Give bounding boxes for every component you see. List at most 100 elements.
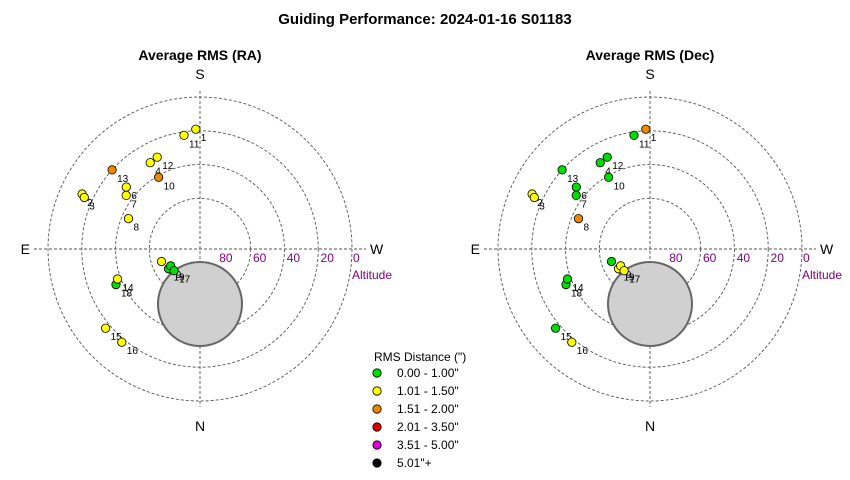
altitude-tick-label: 40: [287, 251, 301, 265]
legend-item-label: 5.01"+: [397, 456, 432, 470]
data-point: [619, 266, 629, 276]
data-point: [603, 172, 614, 182]
polar-panels: Average RMS (RA)SNE W80 60 40 20 0Altitude111…: [21, 47, 843, 434]
altitude-tick-label: 0: [803, 251, 810, 265]
zenith-obstruction-disk: [607, 261, 693, 347]
data-point: [152, 152, 162, 162]
data-point-label: 18: [121, 289, 133, 300]
data-point-label: 12: [612, 161, 624, 172]
data-point-label: 10: [614, 181, 626, 192]
data-point: [571, 190, 581, 200]
data-point-label: 3: [89, 202, 95, 213]
compass-north: N: [645, 418, 655, 434]
data-point: [117, 337, 127, 347]
data-point: [567, 337, 577, 347]
data-point-label: 8: [134, 223, 140, 234]
altitude-tick-label: 20: [321, 251, 335, 265]
data-point: [179, 130, 189, 140]
altitude-tick-label: 40: [737, 251, 751, 265]
compass-west: W: [370, 241, 384, 257]
data-point: [156, 256, 167, 267]
chart-title: Guiding Performance: 2024-01-16 S01183: [278, 11, 571, 28]
legend-swatch: [372, 440, 382, 450]
altitude-tick-label: 60: [703, 251, 717, 265]
data-point: [79, 192, 89, 203]
altitude-tick-label: 80: [669, 251, 683, 265]
altitude-tick-label: 80: [219, 251, 233, 265]
data-point-label: 13: [117, 174, 129, 185]
legend-item-label: 3.51 - 5.00": [397, 438, 459, 452]
legend-swatch: [372, 386, 382, 396]
data-point-label: 4: [155, 167, 161, 178]
data-point-label: 12: [162, 161, 174, 172]
data-point-label: 11: [639, 139, 650, 150]
legend-swatch: [372, 458, 382, 468]
data-point-label: 14: [573, 283, 585, 294]
data-point-label: 6: [131, 191, 137, 202]
data-point-label: 2: [87, 198, 93, 209]
data-point-label: 13: [567, 174, 579, 185]
data-point-label: 14: [123, 283, 135, 294]
panel-title: Average RMS (RA): [138, 47, 261, 63]
data-point-label: 3: [539, 202, 545, 213]
data-point: [121, 182, 131, 192]
data-point: [529, 192, 539, 203]
data-point-label: 6: [581, 191, 587, 202]
data-point-label: 19: [174, 273, 186, 284]
altitude-tick-label: 20: [771, 251, 785, 265]
data-point-label: 19: [624, 273, 636, 284]
compass-west: W: [820, 241, 834, 257]
legend-swatch: [372, 368, 382, 378]
panel-title: Average RMS (Dec): [586, 47, 715, 63]
polar-panel-ra: Average RMS (RA)SNE W80 60 40 20 0Altitude111…: [21, 47, 393, 434]
data-point: [123, 214, 134, 224]
data-point: [101, 323, 111, 333]
data-point-label: 17: [629, 275, 641, 286]
altitude-axis-label: Altitude: [352, 268, 392, 282]
compass-south: S: [195, 66, 204, 82]
data-point: [154, 172, 164, 182]
legend-item-label: 1.51 - 2.00": [397, 402, 459, 416]
data-point: [571, 182, 581, 192]
legend-item-label: 0.00 - 1.00": [397, 366, 459, 380]
data-point: [562, 274, 573, 284]
data-point-label: 9: [626, 270, 632, 281]
legend-item-label: 1.01 - 1.50": [397, 384, 459, 398]
altitude-tick-label: 0: [353, 251, 360, 265]
compass-east: E: [471, 241, 480, 257]
data-point: [557, 165, 567, 175]
legend-item-label: 2.01 - 3.50": [397, 420, 459, 434]
data-point: [112, 274, 123, 284]
zenith-obstruction-disk: [157, 261, 243, 347]
altitude-tick-label: 60: [253, 251, 267, 265]
data-point-label: 7: [131, 199, 137, 210]
data-point: [641, 124, 651, 134]
polar-panel-dec: Average RMS (Dec)SNE W80 60 40 20 0Altitude11…: [471, 47, 843, 434]
compass-north: N: [195, 418, 205, 434]
data-point: [169, 266, 179, 276]
data-point: [145, 158, 155, 168]
data-point-label: 7: [581, 199, 587, 210]
data-point: [550, 323, 561, 333]
compass-south: S: [645, 66, 654, 82]
data-point-label: 11: [189, 139, 200, 150]
data-point: [107, 165, 117, 175]
data-point-label: 17: [179, 275, 191, 286]
compass-east: E: [21, 241, 30, 257]
data-point-label: 8: [584, 223, 590, 234]
data-point: [191, 124, 201, 134]
data-point-label: 1: [201, 133, 207, 144]
data-point-label: 9: [176, 270, 182, 281]
data-point-label: 4: [605, 167, 611, 178]
data-point: [121, 190, 131, 200]
data-point: [629, 130, 639, 140]
data-point-label: 1: [651, 133, 657, 144]
data-point-label: 16: [127, 346, 139, 357]
data-point: [573, 214, 584, 224]
data-point: [602, 152, 612, 162]
data-point: [606, 256, 617, 267]
data-point-label: 10: [164, 181, 176, 192]
data-point-label: 15: [561, 332, 573, 343]
legend-swatch: [372, 404, 382, 414]
